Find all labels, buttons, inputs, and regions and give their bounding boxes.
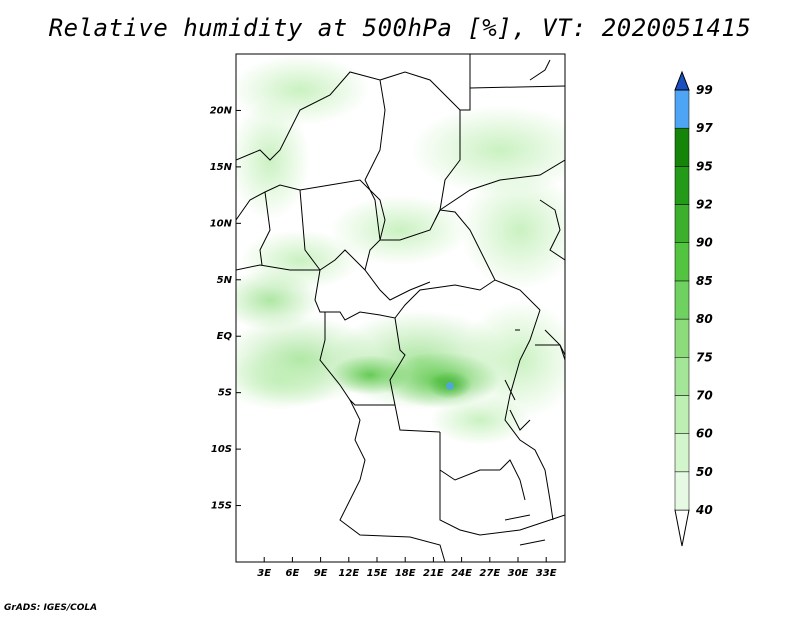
x-tick-label: 27E: [479, 568, 500, 579]
colorbar-label: 70: [696, 388, 713, 402]
x-tick-label: 18E: [395, 568, 416, 579]
colorbar-label: 97: [696, 121, 713, 135]
colorbar-box: [674, 89, 690, 129]
colorbar-label: 85: [696, 274, 713, 288]
x-tick-label: 12E: [338, 568, 359, 579]
colorbar-min-triangle: [674, 509, 690, 547]
colorbar-label: 80: [696, 312, 713, 326]
colorbar-box: [674, 318, 690, 358]
longitude-axis: 3E 6E 9E 12E 15E 18E 21E 24E 27E 30E 33E: [257, 557, 557, 579]
colorbar-label: 50: [696, 465, 713, 479]
x-tick-label: 6E: [286, 568, 300, 579]
x-tick-label: 15E: [367, 568, 388, 579]
x-tick-label: 30E: [508, 568, 529, 579]
y-tick-label: 15N: [210, 162, 233, 173]
x-tick-label: 33E: [536, 568, 557, 579]
y-tick-label: 20N: [210, 105, 233, 116]
x-tick-label: 21E: [423, 568, 444, 579]
map-title: Relative humidity at 500hPa [%], VT: 202…: [48, 14, 752, 42]
colorbar-label: 75: [696, 350, 713, 364]
latitude-axis: 20N 15N 10N 5N EQ 5S 10S 15S: [210, 105, 241, 512]
colorbar-max-triangle: [674, 70, 690, 91]
colorbar-box: [674, 242, 690, 282]
colorbar-box: [674, 280, 690, 320]
humidity-field: [236, 54, 565, 562]
colorbar-label: 60: [696, 427, 713, 441]
y-tick-label: 5S: [218, 388, 232, 399]
colorbar-box: [674, 166, 690, 205]
y-tick-label: EQ: [217, 331, 233, 342]
x-tick-label: 24E: [451, 568, 472, 579]
colorbar-box: [674, 204, 690, 243]
y-tick-label: 10N: [210, 218, 233, 229]
colorbar-label: 40: [695, 503, 713, 517]
y-tick-label: 15S: [211, 501, 232, 512]
y-tick-label: 10S: [211, 444, 232, 455]
colorbar-label: 95: [696, 159, 713, 173]
colorbar-box: [674, 127, 690, 167]
map-frame: [235, 53, 566, 563]
colorbar-box: [674, 471, 690, 511]
colorbar-label: 92: [696, 198, 713, 212]
credit-label: GrADS: IGES/COLA: [4, 603, 98, 613]
x-tick-label: 3E: [257, 568, 271, 579]
country-boundaries: [236, 54, 565, 562]
colorbar-box: [674, 395, 690, 434]
x-tick-label: 9E: [314, 568, 328, 579]
colorbar-box: [674, 357, 690, 396]
colorbar-label: 99: [696, 83, 713, 97]
y-tick-label: 5N: [217, 275, 233, 286]
colorbar-label: 90: [696, 236, 713, 250]
colorbar-box: [674, 433, 690, 473]
